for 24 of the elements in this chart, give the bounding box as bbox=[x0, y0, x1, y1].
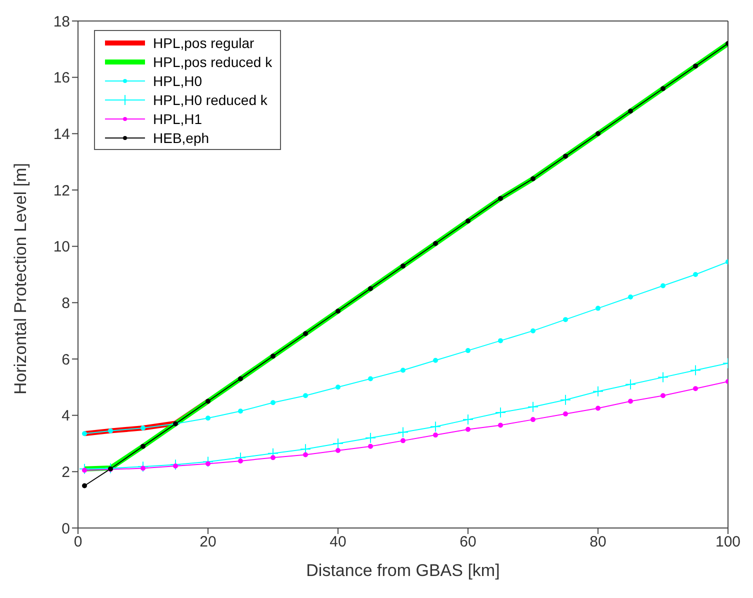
x-tick-label: 60 bbox=[460, 534, 476, 551]
y-tick-label: 6 bbox=[62, 351, 70, 368]
y-tick-label: 0 bbox=[62, 520, 70, 538]
legend-label: HPL,H0 bbox=[153, 72, 202, 90]
x-axis-title: Distance from GBAS [km] bbox=[306, 561, 500, 580]
y-tick-label: 10 bbox=[53, 238, 70, 256]
y-axis-title: Horizontal Protection Level [m] bbox=[11, 163, 30, 394]
x-tick-label: 20 bbox=[200, 534, 216, 551]
y-tick-label: 18 bbox=[53, 13, 70, 30]
y-tick-label: 2 bbox=[62, 464, 70, 481]
y-tick-label: 12 bbox=[53, 182, 70, 200]
y-tick-label: 8 bbox=[62, 294, 70, 312]
legend-label: HEB,eph bbox=[153, 128, 210, 146]
legend-label: HPL,pos reduced k bbox=[153, 52, 272, 70]
legend-label: HPL,H0 reduced k bbox=[153, 90, 268, 108]
legend-label: HPL,pos regular bbox=[153, 34, 254, 52]
y-tick-label: 4 bbox=[62, 408, 70, 425]
legend-label: HPL,H1 bbox=[153, 110, 202, 128]
y-tick-label: 14 bbox=[53, 126, 70, 143]
x-tick-label: 40 bbox=[330, 534, 346, 551]
x-tick-label: 80 bbox=[590, 534, 606, 551]
x-tick-label: 0 bbox=[74, 534, 82, 551]
y-tick-label: 16 bbox=[53, 70, 70, 87]
x-tick-label: 100 bbox=[715, 534, 741, 551]
